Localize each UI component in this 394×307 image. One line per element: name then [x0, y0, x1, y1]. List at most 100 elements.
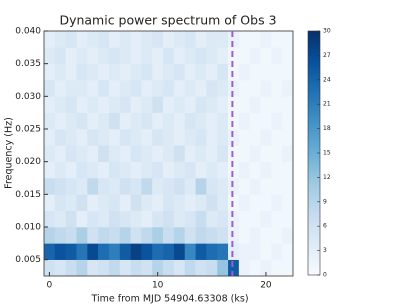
colorbar-tick-label: 21 [323, 101, 331, 108]
heatmap-cell [87, 96, 99, 113]
heatmap-cell [271, 96, 283, 113]
heatmap-cell [76, 227, 88, 244]
heatmap-cell [87, 178, 99, 195]
heatmap-cell [65, 227, 77, 244]
heatmap-cell [130, 227, 142, 244]
heatmap-cell [271, 161, 283, 179]
heatmap-cell [206, 145, 218, 162]
heatmap-cell [228, 31, 240, 48]
heatmap-cell [184, 129, 196, 146]
heatmap-cell [76, 161, 88, 179]
heatmap-cell [130, 31, 142, 48]
heatmap-cell [238, 80, 250, 97]
heatmap-cell [195, 47, 207, 64]
heatmap-cell [98, 210, 110, 228]
heatmap-cell [108, 31, 121, 48]
heatmap-cell [152, 243, 164, 260]
heatmap-cell [141, 31, 153, 48]
heatmap-cell [206, 178, 218, 195]
heatmap-cell [195, 178, 207, 195]
heatmap-cell [249, 194, 261, 211]
heatmap-cell [271, 80, 283, 97]
heatmap-cell [282, 129, 294, 146]
heatmap-cell [260, 161, 272, 179]
heatmap-cell [87, 243, 99, 260]
heatmap-cell [141, 194, 153, 211]
heatmap-cell [65, 112, 77, 130]
heatmap-cell [76, 210, 88, 228]
heatmap-cell [119, 243, 131, 260]
heatmap-cell [65, 210, 77, 228]
heatmap-cell [228, 80, 240, 97]
heatmap-cell [195, 259, 207, 277]
heatmap-cell [184, 243, 196, 260]
heatmap-cell [184, 259, 196, 277]
heatmap-cell [282, 210, 294, 228]
heatmap-cell [238, 96, 250, 113]
heatmap-cell [141, 47, 153, 64]
heatmap-cell [271, 194, 283, 211]
heatmap-cell [130, 47, 142, 64]
heatmap-cell [44, 63, 56, 81]
heatmap-cell [141, 129, 153, 146]
heatmap-cell [76, 31, 88, 48]
heatmap-cell [44, 227, 56, 244]
x-tick-label: 0 [47, 281, 53, 291]
heatmap-cell [249, 80, 261, 97]
heatmap-cell [141, 178, 153, 195]
heatmap-cell [130, 129, 142, 146]
heatmap-cell [119, 161, 131, 179]
heatmap-cell [206, 243, 218, 260]
heatmap-cell [260, 63, 272, 81]
heatmap-cell [228, 178, 240, 195]
heatmap-cell [195, 96, 207, 113]
heatmap-cell [217, 129, 229, 146]
heatmap-cell [108, 145, 121, 162]
heatmap-cell [87, 80, 99, 97]
heatmap-cell [54, 178, 66, 195]
heatmap-cell [206, 194, 218, 211]
heatmap-cell [238, 194, 250, 211]
heatmap-cell [76, 96, 88, 113]
heatmap-cell [163, 145, 175, 162]
heatmap-cell [271, 31, 283, 48]
heatmap-cell [206, 96, 218, 113]
heatmap-cell [141, 243, 153, 260]
heatmap-cell [163, 227, 175, 244]
heatmap-cell [76, 178, 88, 195]
heatmap-cell [260, 80, 272, 97]
heatmap-cell [54, 47, 66, 64]
heatmap-cell [173, 178, 186, 195]
heatmap-cell [65, 47, 77, 64]
heatmap-cell [260, 31, 272, 48]
heatmap-cell [249, 145, 261, 162]
heatmap-cell [87, 259, 99, 277]
heatmap-cell [217, 80, 229, 97]
heatmap-cell [152, 145, 164, 162]
heatmap-cell [108, 210, 121, 228]
heatmap-cell [76, 259, 88, 277]
heatmap-cell [152, 227, 164, 244]
y-tick-label: 0.030 [15, 92, 41, 102]
heatmap-cell [228, 129, 240, 146]
heatmap-cell [271, 112, 283, 130]
heatmap-cell [54, 210, 66, 228]
heatmap-cell [141, 63, 153, 81]
heatmap-cell [238, 210, 250, 228]
heatmap-cell [87, 227, 99, 244]
heatmap-cell [282, 80, 294, 97]
heatmap-cell [87, 129, 99, 146]
heatmap-cell [260, 259, 272, 277]
heatmap-cell [130, 178, 142, 195]
heatmap-cell [44, 145, 56, 162]
heatmap-cell [44, 161, 56, 179]
heatmap-cell [44, 47, 56, 64]
heatmap-cell [238, 63, 250, 81]
heatmap-cell [217, 210, 229, 228]
heatmap-cell [217, 31, 229, 48]
heatmap-cell [260, 96, 272, 113]
heatmap-cell [54, 96, 66, 113]
heatmap-cell [173, 129, 186, 146]
heatmap-cell [184, 96, 196, 113]
